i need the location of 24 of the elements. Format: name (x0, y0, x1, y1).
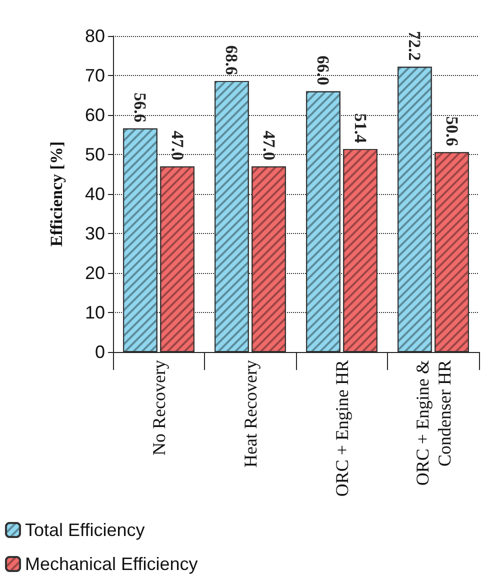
y-axis-title: Efficiency [%] (47, 141, 66, 247)
x-tick-label: ORC + Engine HR (332, 360, 352, 497)
data-label: 47.0 (259, 130, 278, 160)
y-tick-label: 20 (84, 263, 105, 283)
data-label: 51.4 (350, 113, 370, 144)
x-tick-label: No Recovery (148, 360, 169, 456)
y-tick-label: 50 (84, 144, 105, 164)
legend-label: Mechanical Efficiency (25, 554, 198, 574)
y-tick-label: 80 (84, 26, 105, 46)
x-tick-label: Heat Recovery (240, 360, 260, 468)
y-tick-label: 70 (84, 66, 105, 86)
legend-label: Total Efficiency (25, 520, 145, 540)
y-tick-label: 40 (84, 184, 105, 204)
y-tick-label: 30 (84, 224, 105, 244)
y-tick-label: 10 (84, 302, 105, 322)
data-label: 72.2 (405, 31, 424, 61)
data-label: 68.6 (222, 45, 242, 76)
data-label: 56.6 (130, 92, 150, 122)
data-label: 50.6 (442, 116, 462, 146)
y-tick-label: 60 (84, 105, 105, 125)
data-label: 47.0 (168, 130, 187, 160)
y-tick-label: 0 (94, 342, 105, 362)
x-tick-label: ORC + Engine & Condenser HR (412, 360, 454, 486)
data-label: 66.0 (314, 56, 333, 86)
